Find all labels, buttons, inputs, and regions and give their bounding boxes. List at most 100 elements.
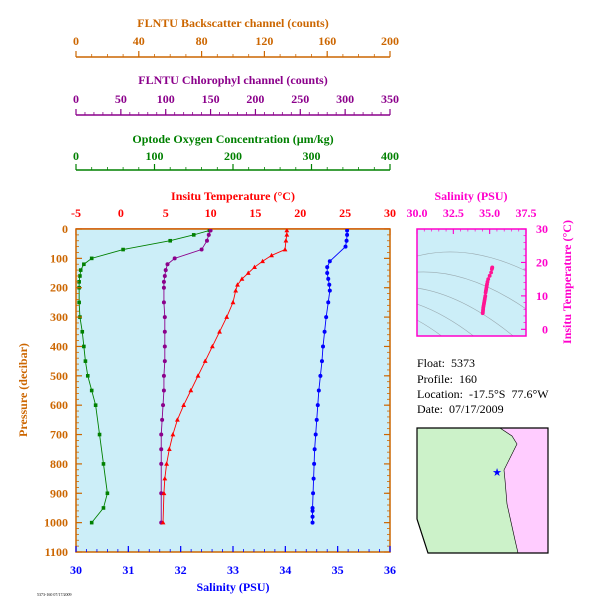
salinity-point — [310, 514, 315, 519]
ts-y-tick-label: 0 — [542, 322, 548, 336]
oxygen-point — [101, 462, 106, 466]
salinity-point — [312, 447, 317, 452]
chlorophyl-point — [161, 285, 166, 290]
ts-plot-background — [417, 229, 526, 336]
salinity-point — [327, 282, 332, 287]
chlorophyl-point — [161, 300, 166, 305]
oxygen-point — [80, 329, 85, 334]
salinity-axis-label: Salinity (PSU) — [196, 580, 269, 594]
chlorophyl-point — [162, 273, 167, 278]
ts-point — [483, 290, 488, 295]
temperature-point — [164, 461, 170, 466]
salinity-point — [314, 417, 319, 422]
tick-label: 300 — [303, 149, 321, 163]
backscatter-axis: FLNTU Backscatter channel (counts) 0 40 80… — [73, 16, 399, 58]
chlorophyl-point — [206, 232, 211, 237]
salinity-point — [310, 508, 315, 513]
chlorophyl-point — [159, 461, 164, 466]
density-contour — [417, 271, 526, 310]
temperature-point — [233, 288, 239, 293]
salinity-point — [327, 259, 332, 264]
salinity-point — [325, 265, 330, 270]
oxygen-point — [89, 256, 94, 261]
chlorophyl-point — [159, 432, 164, 437]
oxygen-point — [168, 238, 172, 243]
ts-x-tick-label: 37.5 — [516, 206, 537, 220]
footer-code: 5373-160 07/17/2009 — [37, 592, 72, 597]
tick-label: 10 — [205, 206, 217, 220]
chlorophyl-point — [162, 329, 167, 334]
tick-label: 200 — [224, 149, 242, 163]
chlorophyl-point — [204, 238, 209, 243]
oxygen-axis-title: Optode Oxygen Concentration (µm/kg) — [132, 132, 333, 146]
temperature-point — [239, 276, 245, 281]
temperature-point — [245, 270, 251, 275]
salinity-point — [326, 276, 331, 281]
salinity-point — [322, 329, 327, 334]
tick-label: 0 — [118, 206, 124, 220]
tick-label: 200 — [50, 281, 68, 295]
temperature-point — [284, 229, 290, 233]
tick-label: 400 — [381, 149, 399, 163]
tick-label: 36 — [384, 563, 396, 577]
tick-label: 350 — [381, 92, 399, 106]
tick-label: 31 — [122, 563, 134, 577]
oxygen-point — [82, 344, 86, 349]
oxygen-point — [83, 359, 88, 363]
temperature-point — [174, 417, 180, 422]
oxygen-point — [89, 388, 94, 393]
tick-label: 30 — [384, 206, 396, 220]
pressure-axis-label: Pressure (decibar) — [16, 343, 30, 437]
oxygen-axis: Optode Oxygen Concentration (µm/kg) 0 100… — [73, 132, 399, 171]
backscatter-axis-title: FLNTU Backscatter channel (counts) — [137, 16, 328, 30]
main-profile-plot: 0 100 200 300 400 500 600 700 800 900 1000 1100 30 3… — [16, 222, 396, 594]
salinity-point — [310, 505, 315, 510]
temperature-axis-title: Insitu Temperature (°C) — [171, 189, 295, 203]
salinity-point — [310, 520, 315, 525]
chlorophyl-point — [162, 344, 167, 349]
tick-label: 300 — [50, 310, 68, 324]
temperature-point — [160, 520, 166, 525]
oxygen-point — [97, 432, 102, 437]
salinity-line — [312, 230, 348, 523]
oxygen-point — [93, 403, 98, 407]
ts-temperature-axis-label: Insitu Temperature (°C) — [560, 220, 574, 344]
chlorophyl-axis: FLNTU Chlorophyl channel (counts) 0 50 100… — [73, 73, 399, 116]
salinity-point — [311, 491, 316, 496]
salinity-point — [344, 238, 349, 243]
tick-label: 600 — [50, 398, 68, 412]
oxygen-point — [82, 262, 86, 267]
temperature-point — [269, 252, 274, 258]
oxygen-point — [85, 374, 90, 378]
tick-label: 0 — [73, 92, 79, 106]
oxygen-point — [105, 491, 110, 496]
oxygen-point — [77, 280, 81, 284]
temperature-point — [230, 299, 236, 305]
oxygen-point — [191, 233, 196, 237]
tick-label: 120 — [255, 34, 273, 48]
chlorophyl-point — [208, 229, 213, 233]
temperature-point — [235, 282, 240, 287]
tick-label: 100 — [50, 251, 68, 265]
temperature-point — [282, 246, 288, 252]
chlorophyl-point — [162, 315, 167, 320]
location-map: ★ — [416, 427, 549, 554]
ts-point — [487, 273, 492, 278]
oxygen-point — [121, 247, 125, 252]
oxygen-point — [78, 274, 82, 278]
temperature-point — [195, 373, 201, 378]
salinity-point — [345, 229, 350, 233]
oxygen-point — [89, 520, 94, 525]
salinity-point — [324, 315, 329, 320]
map-frame — [416, 427, 549, 554]
tick-label: 80 — [196, 34, 208, 48]
temperature-point — [202, 358, 208, 363]
tick-label: 32 — [175, 563, 187, 577]
tick-label: 900 — [50, 486, 68, 500]
oxygen-point — [78, 268, 83, 272]
density-contour — [417, 319, 443, 336]
density-contour — [417, 251, 526, 272]
tick-label: 400 — [50, 339, 68, 353]
tick-label: 200 — [381, 34, 399, 48]
main-plot-background — [75, 228, 391, 553]
